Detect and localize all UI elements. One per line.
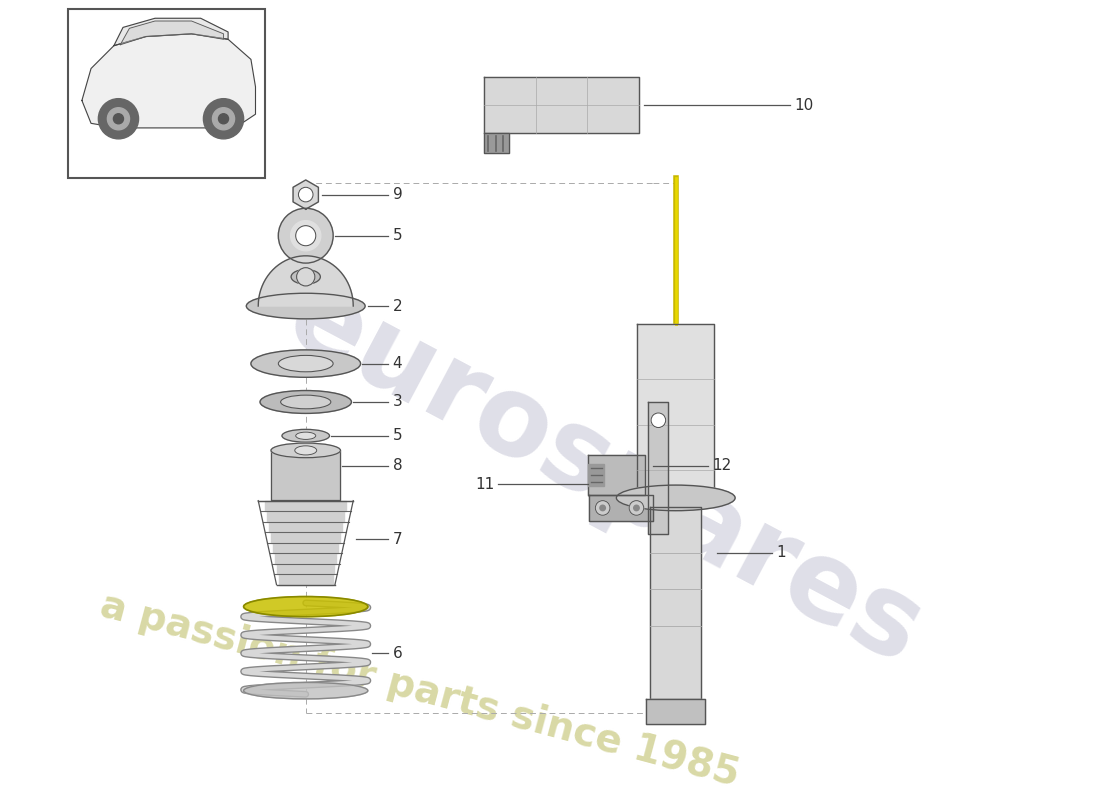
- Polygon shape: [275, 553, 337, 564]
- Circle shape: [113, 114, 123, 124]
- Circle shape: [297, 268, 315, 286]
- Text: 1: 1: [777, 546, 785, 560]
- Ellipse shape: [295, 446, 317, 455]
- Text: 12: 12: [713, 458, 732, 474]
- Circle shape: [98, 98, 139, 139]
- Circle shape: [651, 413, 666, 427]
- Ellipse shape: [251, 350, 361, 378]
- Circle shape: [629, 501, 644, 515]
- Polygon shape: [114, 18, 228, 46]
- Text: 10: 10: [794, 98, 814, 113]
- Text: 2: 2: [393, 298, 403, 314]
- Polygon shape: [267, 511, 344, 522]
- Bar: [484, 134, 509, 154]
- Ellipse shape: [278, 355, 333, 372]
- Circle shape: [296, 226, 316, 246]
- Ellipse shape: [271, 443, 341, 458]
- Circle shape: [595, 501, 610, 515]
- Circle shape: [290, 221, 321, 250]
- Ellipse shape: [260, 390, 351, 414]
- Text: 11: 11: [475, 477, 495, 492]
- Ellipse shape: [282, 430, 330, 442]
- Circle shape: [600, 506, 605, 510]
- Polygon shape: [258, 256, 353, 306]
- Polygon shape: [265, 501, 346, 511]
- Text: 4: 4: [393, 356, 403, 371]
- Circle shape: [278, 208, 333, 263]
- Text: 6: 6: [393, 646, 403, 661]
- Polygon shape: [273, 542, 339, 553]
- Ellipse shape: [243, 682, 367, 699]
- Bar: [588, 455, 645, 496]
- Bar: [647, 699, 705, 725]
- Bar: [588, 495, 653, 521]
- Circle shape: [204, 98, 243, 139]
- Polygon shape: [270, 522, 342, 532]
- Text: 5: 5: [393, 428, 403, 443]
- Text: 7: 7: [393, 531, 403, 546]
- Text: 5: 5: [393, 228, 403, 243]
- Ellipse shape: [280, 395, 331, 409]
- Ellipse shape: [246, 294, 365, 319]
- Polygon shape: [81, 34, 255, 128]
- Text: a passion for parts since 1985: a passion for parts since 1985: [96, 586, 744, 794]
- Polygon shape: [120, 21, 223, 45]
- FancyBboxPatch shape: [68, 9, 265, 178]
- Circle shape: [212, 108, 234, 130]
- Text: eurospares: eurospares: [270, 263, 939, 687]
- Polygon shape: [277, 564, 334, 574]
- Circle shape: [108, 108, 130, 130]
- Circle shape: [634, 506, 639, 510]
- Bar: [650, 507, 702, 699]
- Ellipse shape: [296, 432, 316, 439]
- Bar: [588, 464, 605, 486]
- Circle shape: [219, 114, 229, 124]
- Ellipse shape: [292, 270, 320, 284]
- Text: 9: 9: [393, 187, 403, 202]
- Ellipse shape: [616, 485, 735, 510]
- Ellipse shape: [243, 597, 367, 617]
- Circle shape: [298, 187, 314, 202]
- Bar: [271, 450, 341, 501]
- Bar: [484, 77, 639, 134]
- Polygon shape: [293, 180, 318, 210]
- Polygon shape: [272, 532, 340, 542]
- Bar: [648, 402, 669, 534]
- Text: 3: 3: [393, 394, 403, 410]
- Bar: [637, 324, 714, 498]
- Polygon shape: [279, 574, 332, 585]
- Text: 8: 8: [393, 458, 403, 474]
